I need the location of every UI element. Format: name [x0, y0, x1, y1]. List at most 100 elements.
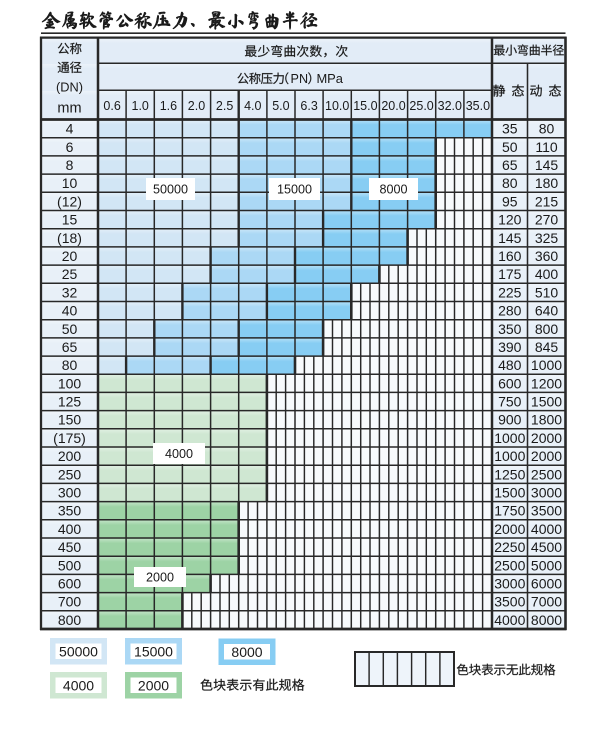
svg-text:15000: 15000 — [277, 183, 312, 197]
svg-text:1.0: 1.0 — [132, 99, 149, 113]
svg-text:5.0: 5.0 — [272, 99, 289, 113]
svg-text:6.3: 6.3 — [300, 99, 317, 113]
svg-text:145: 145 — [535, 157, 559, 173]
svg-text:10.0: 10.0 — [325, 99, 349, 113]
svg-text:800: 800 — [58, 612, 82, 628]
svg-text:150: 150 — [58, 412, 82, 428]
svg-text:8000: 8000 — [531, 612, 562, 628]
svg-text:510: 510 — [535, 284, 559, 300]
svg-text:8: 8 — [66, 157, 74, 173]
svg-text:(18): (18) — [57, 230, 82, 246]
svg-text:175: 175 — [498, 266, 522, 282]
svg-text:360: 360 — [535, 248, 559, 264]
svg-text:390: 390 — [498, 339, 522, 355]
svg-text:6000: 6000 — [531, 576, 562, 592]
svg-text:15000: 15000 — [134, 643, 173, 659]
svg-text:mm: mm — [57, 101, 81, 117]
svg-text:2.0: 2.0 — [188, 99, 205, 113]
svg-text:1000: 1000 — [494, 448, 525, 464]
svg-text:32: 32 — [62, 284, 78, 300]
svg-text:180: 180 — [535, 175, 559, 191]
svg-text:5000: 5000 — [531, 557, 562, 573]
svg-text:600: 600 — [498, 375, 522, 391]
svg-text:50000: 50000 — [59, 643, 98, 659]
svg-text:1200: 1200 — [531, 375, 562, 391]
svg-text:20.0: 20.0 — [381, 99, 405, 113]
svg-text:3500: 3500 — [494, 594, 525, 610]
svg-text:32.0: 32.0 — [438, 99, 462, 113]
svg-text:1000: 1000 — [494, 430, 525, 446]
svg-text:4500: 4500 — [531, 539, 562, 555]
svg-text:270: 270 — [535, 212, 559, 228]
svg-text:6: 6 — [66, 139, 74, 155]
svg-text:1500: 1500 — [494, 485, 525, 501]
svg-text:325: 325 — [535, 230, 559, 246]
svg-text:15: 15 — [62, 212, 78, 228]
svg-text:2500: 2500 — [531, 466, 562, 482]
svg-text:1000: 1000 — [531, 357, 562, 373]
svg-text:4000: 4000 — [494, 612, 525, 628]
svg-text:(175): (175) — [53, 430, 86, 446]
svg-text:350: 350 — [498, 321, 522, 337]
svg-text:2000: 2000 — [531, 430, 562, 446]
svg-text:400: 400 — [58, 521, 82, 537]
svg-text:0.6: 0.6 — [103, 99, 120, 113]
svg-text:700: 700 — [58, 594, 82, 610]
svg-text:80: 80 — [502, 175, 518, 191]
svg-text:145: 145 — [498, 230, 522, 246]
svg-text:600: 600 — [58, 576, 82, 592]
svg-text:15.0: 15.0 — [353, 99, 377, 113]
svg-text:80: 80 — [62, 357, 78, 373]
svg-text:80: 80 — [539, 121, 555, 137]
svg-text:35: 35 — [502, 121, 518, 137]
svg-text:280: 280 — [498, 303, 522, 319]
svg-text:750: 750 — [498, 394, 522, 410]
svg-text:500: 500 — [58, 557, 82, 573]
svg-text:25: 25 — [62, 266, 78, 282]
svg-text:65: 65 — [502, 157, 518, 173]
svg-text:350: 350 — [58, 503, 82, 519]
svg-text:300: 300 — [58, 485, 82, 501]
svg-text:400: 400 — [535, 266, 559, 282]
svg-text:65: 65 — [62, 339, 78, 355]
svg-text:50: 50 — [502, 139, 518, 155]
svg-text:845: 845 — [535, 339, 559, 355]
svg-text:480: 480 — [498, 357, 522, 373]
svg-text:1.6: 1.6 — [160, 99, 177, 113]
svg-text:2500: 2500 — [494, 557, 525, 573]
svg-text:160: 160 — [498, 248, 522, 264]
svg-text:4: 4 — [66, 121, 74, 137]
svg-text:215: 215 — [535, 193, 559, 209]
svg-text:225: 225 — [498, 284, 522, 300]
svg-text:450: 450 — [58, 539, 82, 555]
svg-text:4000: 4000 — [165, 447, 193, 461]
svg-text:MPa: MPa — [316, 71, 343, 86]
svg-text:900: 900 — [498, 412, 522, 428]
svg-text:2000: 2000 — [494, 521, 525, 537]
svg-text:2250: 2250 — [494, 539, 525, 555]
svg-text:95: 95 — [502, 193, 518, 209]
svg-text:800: 800 — [535, 321, 559, 337]
svg-text:4.0: 4.0 — [244, 99, 261, 113]
svg-text:125: 125 — [58, 394, 82, 410]
svg-text:8000: 8000 — [379, 183, 407, 197]
svg-text:2000: 2000 — [146, 571, 174, 585]
svg-text:2000: 2000 — [138, 677, 169, 693]
svg-text:7000: 7000 — [531, 594, 562, 610]
svg-text:110: 110 — [535, 139, 558, 155]
svg-text:4000: 4000 — [531, 521, 562, 537]
svg-text:8000: 8000 — [231, 644, 262, 660]
svg-text:3500: 3500 — [531, 503, 562, 519]
svg-text:1750: 1750 — [494, 503, 525, 519]
svg-text:250: 250 — [58, 466, 82, 482]
svg-text:2.5: 2.5 — [216, 99, 233, 113]
svg-text:20: 20 — [62, 248, 78, 264]
svg-text:100: 100 — [58, 375, 82, 391]
svg-text:(DN): (DN) — [56, 79, 83, 94]
svg-text:4000: 4000 — [63, 677, 94, 693]
svg-text:25.0: 25.0 — [409, 99, 433, 113]
svg-text:10: 10 — [62, 175, 78, 191]
svg-text:3000: 3000 — [494, 576, 525, 592]
svg-text:1500: 1500 — [531, 394, 562, 410]
svg-text:2000: 2000 — [531, 448, 562, 464]
